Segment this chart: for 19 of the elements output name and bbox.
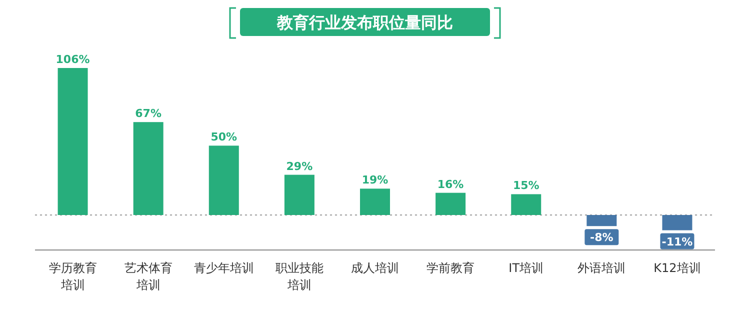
- data-label: 16%: [437, 178, 464, 191]
- x-tick-label: 职业技能培训: [275, 261, 324, 292]
- x-tick-label: 学前教育: [426, 261, 475, 275]
- data-label: 15%: [512, 179, 540, 192]
- data-label: 19%: [362, 174, 388, 187]
- data-label: 50%: [210, 130, 238, 144]
- x-tick-label: 外语培训: [578, 261, 626, 275]
- data-label: 67%: [135, 107, 162, 120]
- x-tick-label: IT培训: [508, 261, 544, 275]
- x-tick-label: 学历教育培训: [48, 261, 97, 292]
- x-tick-label: K12培训: [654, 261, 701, 275]
- x-tick-label: 青少年培训: [194, 261, 254, 275]
- x-tick-label: 艺术体育培训: [124, 261, 172, 292]
- data-label: 106%: [56, 53, 90, 66]
- chart-title: 教育行业发布职位量同比: [276, 13, 453, 32]
- x-tick-label: 成人培训: [351, 261, 399, 275]
- data-label: -11%: [662, 235, 693, 248]
- data-label: 29%: [286, 160, 313, 173]
- data-label: -8%: [590, 231, 614, 244]
